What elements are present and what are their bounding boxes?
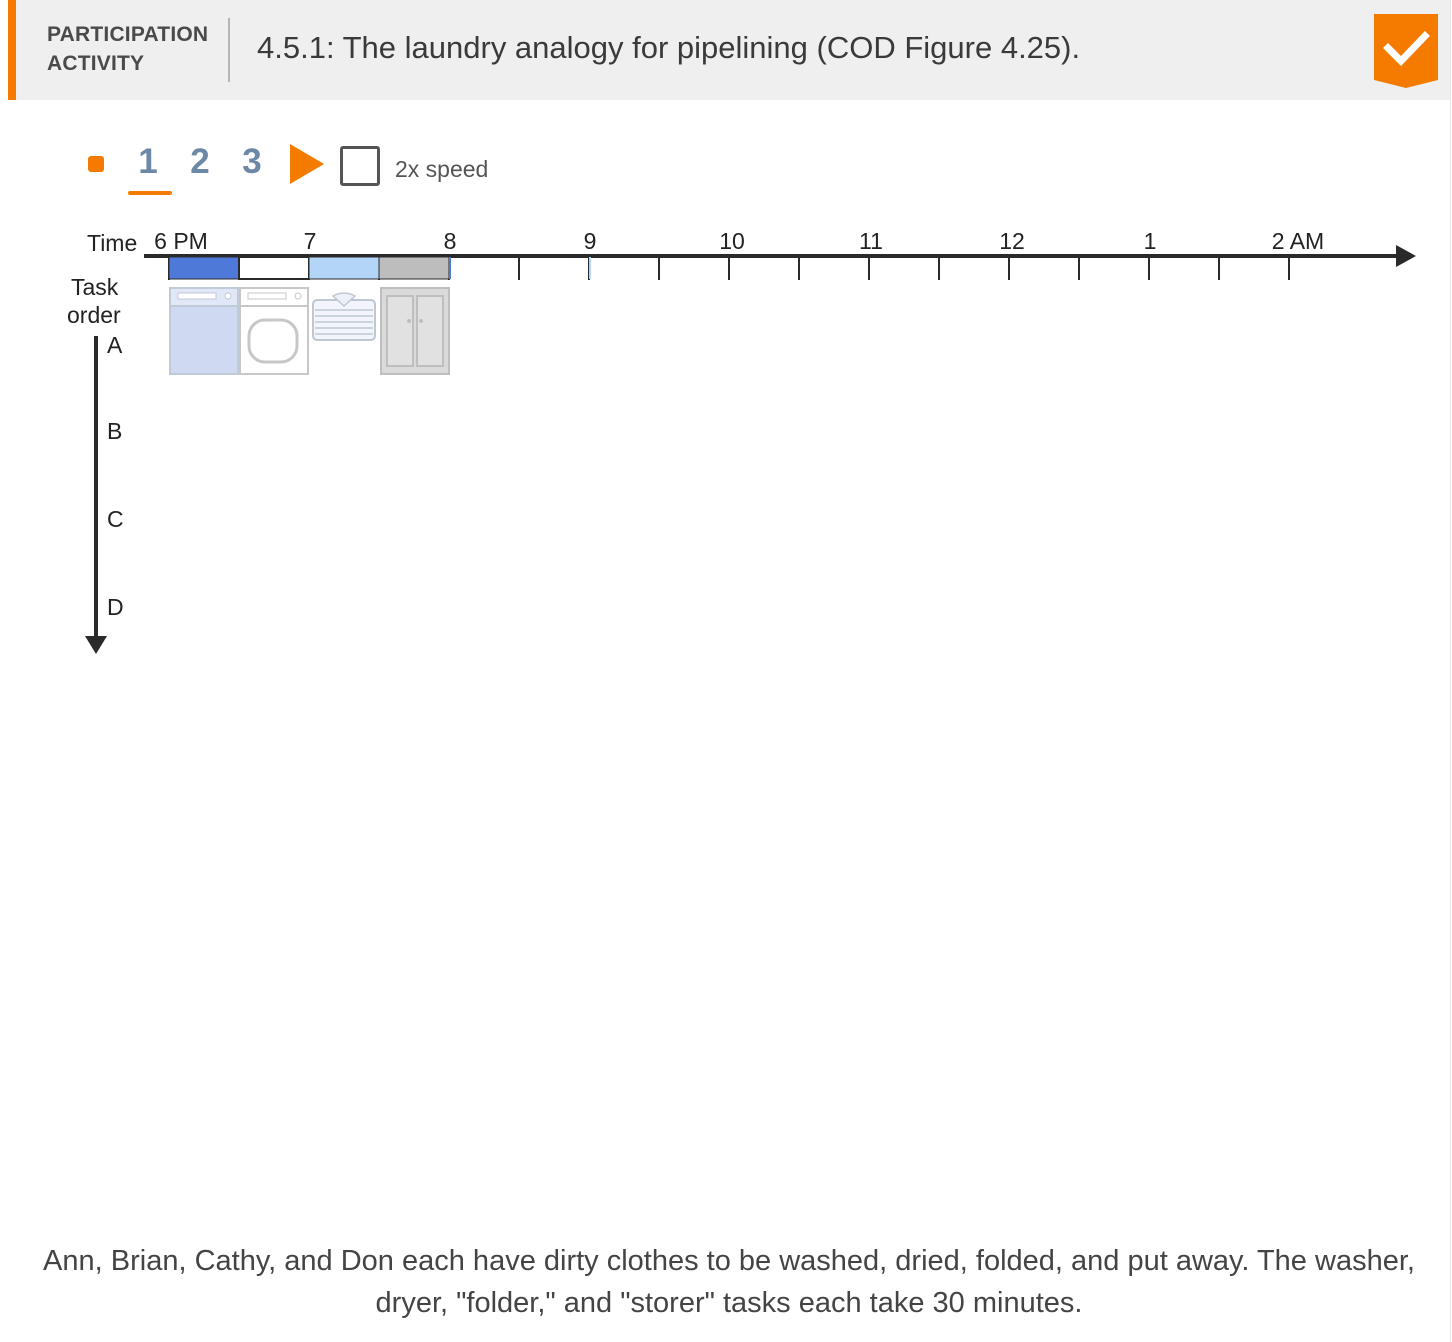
time-tick-label: 8 <box>443 228 457 254</box>
time-tick-label: 9 <box>583 228 597 254</box>
header-divider <box>228 18 230 82</box>
fold-stage-bar <box>308 256 380 280</box>
time-axis-arrow <box>1396 245 1416 267</box>
caption-line2: dryer, "folder," and "storer" tasks each… <box>375 1287 1083 1319</box>
time-tick-label: 10 <box>719 228 745 254</box>
wash-stage-bar <box>168 256 240 280</box>
time-tick-label: 2 AM <box>1271 228 1325 254</box>
activity-header: PARTICIPATION ACTIVITY 4.5.1: The laundr… <box>8 0 1450 100</box>
task-label-c: C <box>107 506 124 532</box>
folder-icon <box>312 292 376 341</box>
participation-activity-card: PARTICIPATION ACTIVITY 4.5.1: The laundr… <box>8 0 1451 1342</box>
step-2-button[interactable]: 2 <box>190 142 210 181</box>
task-order-label-line1: Task <box>71 274 119 300</box>
active-step-indicator <box>128 191 172 195</box>
play-icon[interactable] <box>290 144 324 184</box>
washer-icon <box>169 287 239 375</box>
task-label-b: B <box>107 418 123 444</box>
animation-controls: 1 2 3 2x speed <box>8 140 608 200</box>
activity-type-line1: PARTICIPATION <box>47 23 209 46</box>
time-tick-label: 1 <box>1143 228 1157 254</box>
time-axis-label: Time <box>87 230 138 256</box>
caption-line1: Ann, Brian, Cathy, and Don each have dir… <box>43 1245 1415 1277</box>
activity-title: 4.5.1: The laundry analogy for pipelinin… <box>257 30 1081 65</box>
time-tick-label: 6 PM <box>154 228 208 254</box>
speed-label: 2x speed <box>395 156 489 182</box>
step-3-button[interactable]: 3 <box>242 142 262 181</box>
stop-icon[interactable] <box>88 156 104 172</box>
task-label-d: D <box>107 594 124 620</box>
task-label-a: A <box>107 332 123 358</box>
step-caption: Ann, Brian, Cathy, and Don each have dir… <box>8 1240 1450 1324</box>
activity-type-line2: ACTIVITY <box>47 52 145 75</box>
storer-icon <box>380 287 450 375</box>
time-tick-label: 11 <box>859 228 883 254</box>
speed-checkbox[interactable] <box>340 146 380 186</box>
pipeline-diagram: Time Task order 6 PM 7 8 9 10 11 12 1 2 … <box>8 210 1450 680</box>
time-tick-label: 7 <box>303 228 317 254</box>
dry-stage-bar <box>238 256 310 280</box>
task-order-label-line2: order <box>67 302 121 328</box>
dryer-icon <box>239 287 309 375</box>
store-stage-bar <box>378 256 450 280</box>
timeline-graphics <box>85 245 1416 654</box>
activity-type-label: PARTICIPATION ACTIVITY <box>47 20 208 78</box>
step-1-button[interactable]: 1 <box>138 142 158 181</box>
checkmark-icon <box>1374 14 1438 88</box>
task-order-axis-arrow <box>85 636 107 654</box>
time-tick-label: 12 <box>999 228 1025 254</box>
